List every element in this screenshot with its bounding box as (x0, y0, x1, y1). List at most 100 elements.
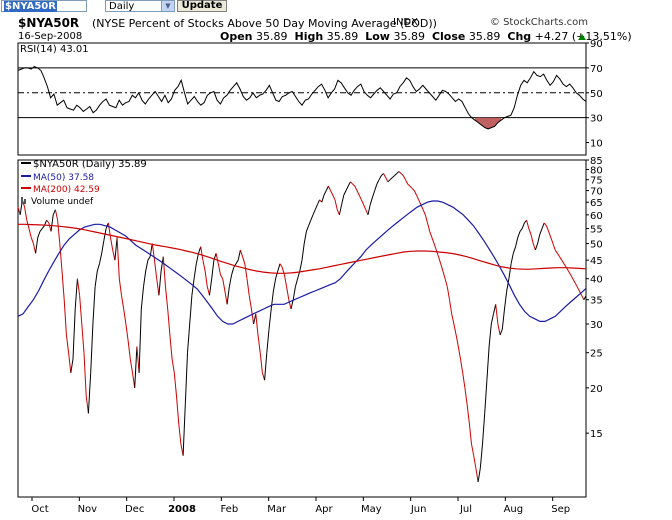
price-segment (176, 395, 180, 424)
legend-price: $NYA50R (Daily) 35.89 (33, 159, 147, 170)
price-segment (46, 219, 50, 224)
symbol-input-value: $NYA50R (4, 1, 57, 12)
rsi-tick-label: 90 (590, 39, 603, 50)
price-segment (206, 286, 210, 296)
price-segment (543, 222, 547, 227)
price-segment (50, 214, 54, 232)
price-segment (343, 190, 347, 196)
price-segment (391, 175, 395, 178)
price-segment (154, 260, 158, 279)
price-segment (572, 278, 576, 283)
price-segment (356, 190, 360, 196)
price-segment (312, 209, 316, 215)
price-segment (449, 299, 453, 314)
price-segment (72, 308, 76, 360)
price-segment (561, 259, 565, 264)
price-segment (530, 234, 534, 244)
price-segment (162, 256, 166, 287)
price-segment (556, 253, 561, 257)
main-tick-label: 85 (590, 156, 603, 167)
price-segment (427, 222, 431, 232)
low-value: 35.89 (393, 30, 425, 43)
price-segment (140, 286, 144, 310)
chart-description: (NYSE Percent of Stocks Above 50 Day Mov… (92, 17, 437, 30)
price-segment (407, 183, 411, 187)
price-segment (416, 194, 420, 201)
price-segment (363, 204, 367, 210)
price-segment (63, 299, 67, 335)
price-segment (446, 286, 450, 300)
price-segment (32, 243, 37, 254)
up-arrow-icon (578, 34, 586, 40)
price-segment (226, 286, 230, 305)
price-segment (217, 263, 221, 275)
price-segment (292, 286, 296, 300)
price-segment (294, 278, 299, 287)
price-segment (389, 177, 393, 181)
main-tick-label: 45 (590, 256, 603, 267)
chevron-down-icon[interactable]: ▼ (161, 1, 174, 11)
price-segment (143, 270, 147, 287)
high-label: High (294, 30, 324, 43)
rsi-panel: 10 30 50 70 90 (17, 39, 603, 156)
price-segment (136, 346, 140, 373)
price-segment (482, 413, 486, 445)
price-segment (394, 173, 398, 176)
price-segment (488, 323, 492, 347)
price-segment (576, 286, 580, 292)
price-segment (367, 204, 371, 215)
price-segment (316, 199, 321, 205)
x-tick-label: Mar (267, 504, 287, 515)
price-segment (400, 173, 404, 176)
rsi-tick-label: 70 (590, 64, 603, 75)
period-select-value: Daily (109, 1, 135, 12)
price-segment (275, 270, 279, 279)
price-segment (411, 187, 415, 191)
main-tick-label: 25 (590, 349, 603, 360)
price-segment (277, 263, 281, 272)
brand-logo: © StockCharts.com (489, 17, 588, 28)
price-segment (402, 175, 406, 180)
price-segment (387, 179, 391, 183)
price-segment (424, 214, 428, 224)
price-segment (290, 299, 294, 310)
symbol-input[interactable]: $NYA50R (1, 0, 87, 12)
x-tick-label: Dec (125, 504, 144, 515)
main-tick-label: 15 (590, 429, 603, 440)
main-tick-label: 75 (590, 176, 603, 187)
rsi-tick-label: 50 (590, 89, 603, 100)
price-segment (48, 222, 52, 232)
price-segment (41, 225, 45, 229)
price-segment (182, 404, 186, 456)
price-segment (123, 308, 127, 325)
ma200-line (18, 223, 587, 274)
price-segment (517, 231, 521, 238)
price-segment (52, 209, 56, 215)
x-tick-label: Aug (504, 504, 524, 515)
price-segment (79, 295, 83, 325)
price-segment (70, 359, 74, 373)
price-segment (466, 404, 470, 424)
price-segment (321, 194, 325, 203)
price-segment (330, 190, 334, 196)
rsi-legend: RSI(14) 43.01 (20, 44, 89, 55)
price-segment (145, 260, 149, 272)
price-segment (360, 199, 365, 205)
price-segment (283, 274, 288, 287)
price-segment (554, 249, 558, 254)
price-segment (479, 443, 483, 469)
price-segment (327, 185, 332, 191)
price-segment (191, 278, 195, 296)
price-segment (301, 243, 305, 261)
period-select[interactable]: Daily ▼ (105, 0, 175, 12)
rsi-frame (17, 42, 587, 156)
price-segment (257, 334, 261, 353)
price-segment (371, 190, 376, 198)
price-segment (156, 278, 160, 296)
price-segment (189, 295, 193, 325)
main-tick-label: 35 (590, 296, 603, 307)
price-segment (220, 274, 224, 279)
price-segment (519, 228, 523, 232)
update-button[interactable]: Update (177, 0, 227, 12)
legend-swatch-volume (21, 197, 23, 204)
